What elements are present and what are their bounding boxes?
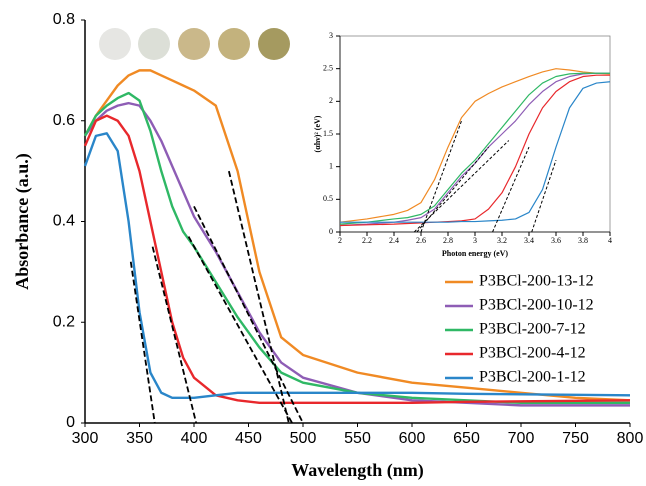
x-tick-label: 300 — [72, 430, 99, 447]
y-tick-label: 0.8 — [53, 11, 75, 28]
x-tick-label: 2.6 — [416, 236, 426, 245]
tangent-line — [129, 261, 156, 424]
sample-photo — [178, 28, 210, 60]
x-tick-label: 350 — [126, 430, 153, 447]
y-tick-label: 0.2 — [53, 313, 75, 330]
x-tick-label: 4 — [608, 236, 612, 245]
y-axis-label: Absorbance (a.u.) — [12, 153, 33, 290]
plot: 300 350 400 450 500 550 600 650 700 750 800 0 0.2 0.4… — [12, 11, 643, 481]
x-tick-label: 600 — [399, 430, 426, 447]
x-tick-label: 500 — [290, 430, 317, 447]
inset-frame — [339, 35, 611, 233]
sample-photo — [99, 28, 131, 60]
tangent-line — [151, 246, 198, 424]
tangent-line — [193, 205, 304, 424]
y-tick-label: 0.5 — [323, 194, 333, 203]
tangent-line — [187, 236, 293, 424]
tangent-line — [531, 159, 557, 233]
plot: 2 2.2 2.4 2.6 2.8 3 3.2 3.4 3.6 3.8 4 0 0.5 1 1.5 2 2.5 3… — [313, 31, 612, 258]
x-tick-label: 650 — [453, 430, 480, 447]
x-tick-label: 700 — [508, 430, 535, 447]
data-line — [339, 72, 610, 225]
y-tick-label: 2 — [329, 96, 333, 105]
x-tick-label: 2 — [338, 236, 342, 245]
data-line — [339, 74, 610, 227]
x-tick-label: 800 — [617, 430, 644, 447]
legend-label: P3BCl-200-4-12 — [479, 345, 586, 362]
x-tick-label: 3.6 — [551, 236, 561, 245]
y-tick-label: 1 — [329, 161, 333, 170]
y-tick-label: 2.5 — [323, 63, 333, 72]
tangent-line — [416, 146, 489, 233]
y-tick-label: 0.6 — [53, 112, 75, 129]
x-axis-label: Photon energy (eV) — [442, 249, 509, 258]
x-tick-label: 550 — [344, 430, 371, 447]
tangent-line — [228, 170, 290, 424]
y-tick-label: 0 — [329, 227, 333, 236]
x-tick-label: 3 — [473, 236, 477, 245]
data-line — [340, 81, 611, 223]
x-tick-label: 750 — [562, 430, 589, 447]
data-line — [83, 114, 631, 405]
legend-label: P3BCl-200-7-12 — [479, 321, 586, 338]
tangent-line — [492, 146, 530, 233]
sample-photo — [258, 28, 290, 60]
x-tick-label: 3.4 — [524, 236, 534, 245]
legend-label: P3BCl-200-13-12 — [479, 273, 594, 290]
y-tick-label: 0.4 — [53, 213, 75, 230]
legend-label: P3BCl-200-10-12 — [479, 297, 594, 314]
y-tick-label: 1.5 — [323, 129, 333, 138]
x-tick-label: 2.8 — [443, 236, 453, 245]
y-tick-label: 0 — [66, 414, 75, 431]
x-tick-label: 2.2 — [362, 236, 372, 245]
sample-photos — [99, 28, 290, 60]
data-line — [339, 68, 611, 223]
sample-photo — [138, 28, 170, 60]
data-line — [83, 69, 631, 402]
x-tick-label: 2.4 — [389, 236, 399, 245]
y-tick-label: 3 — [329, 31, 333, 40]
x-tick-label: 450 — [235, 430, 262, 447]
x-tick-label: 400 — [181, 430, 208, 447]
legend-label: P3BCl-200-1-12 — [479, 369, 586, 386]
sample-photo — [218, 28, 250, 60]
data-line — [83, 132, 631, 400]
y-axis-label: (αhν)² (eV) — [313, 115, 322, 152]
x-tick-label: 3.8 — [578, 236, 588, 245]
x-tick-label: 3.2 — [497, 236, 507, 245]
x-axis-label: Wavelength (nm) — [291, 460, 424, 481]
